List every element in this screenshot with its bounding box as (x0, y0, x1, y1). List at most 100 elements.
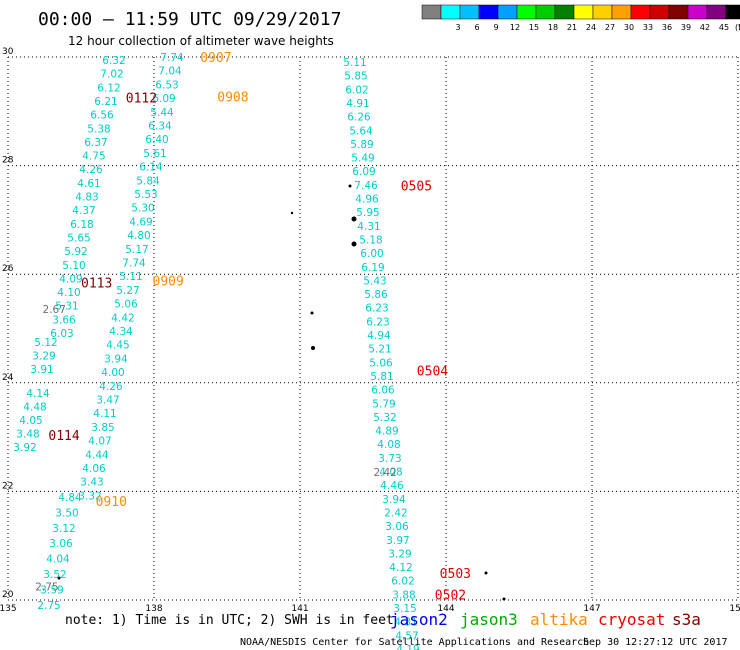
lat-tick-label: 28 (2, 156, 14, 166)
swh-value: 5.38 (87, 123, 110, 135)
colorbar-swatch (478, 4, 499, 20)
swh-value: 5.65 (67, 232, 90, 244)
swh-value: 6.03 (50, 328, 73, 340)
swh-value: 7.74 (160, 52, 184, 64)
pass-label: 0505 (401, 180, 432, 195)
colorbar-swatch (592, 4, 613, 20)
swh-value: 7.74 (122, 258, 146, 270)
colorbar-legend: 36912151821242730333639424570(ft) (421, 4, 740, 32)
axis-tick-labels: 135 138 141 144 147 150 30 28 26 24 22 20 (0, 47, 740, 614)
swh-value: 4.04 (46, 554, 70, 566)
swh-value: 5.43 (363, 275, 386, 287)
colorbar-swatch (554, 4, 575, 20)
swh-value: 4.96 (355, 194, 379, 206)
swh-value: 4.00 (101, 367, 124, 379)
satellite-legend-altika: altika (530, 610, 588, 629)
swh-value: 3.97 (386, 535, 409, 547)
swh-value: 6.23 (365, 303, 388, 315)
swh-value: 5.44 (150, 107, 174, 119)
swh-value: 7.46 (354, 180, 378, 192)
swh-value: 3.47 (96, 395, 119, 407)
swh-value: 6.34 (148, 121, 172, 133)
satellite-legend-s3a: s3a (672, 610, 701, 629)
colorbar-swatch (630, 4, 651, 20)
colorbar-swatch (573, 4, 594, 20)
satellite-legend-jason3: jason3 (460, 610, 518, 629)
figure-title: 00:00 – 11:59 UTC 09/29/2017 (38, 9, 341, 30)
swh-value: 4.37 (72, 205, 95, 217)
footnote: note: 1) Time is in UTC; 2) SWH is in fe… (65, 613, 394, 628)
colorbar-swatch (706, 4, 727, 20)
swh-value: 4.91 (346, 98, 369, 110)
pass-label: 0910 (96, 495, 127, 510)
lat-lon-grid (7, 56, 739, 601)
swh-value: 4.31 (357, 221, 380, 233)
pass-label: 0502 (435, 589, 466, 604)
pass-labels: 0907 0908 0909 0910 0112 0113 0114 0505 0504 0503… (48, 51, 471, 604)
swh-value: 6.21 (94, 96, 117, 108)
swh-value: 4.46 (380, 480, 404, 492)
swh-value: 4.14 (26, 388, 50, 400)
swh-value: 5.30 (131, 203, 154, 215)
swh-value: 3.88 (392, 589, 415, 601)
lon-tick-label: 138 (145, 604, 162, 614)
swh-value: 4.10 (57, 287, 80, 299)
colorbar-label: 70 (738, 23, 740, 32)
swh-value: 4.31 (394, 617, 417, 629)
swh-value: 4.07 (88, 436, 111, 448)
swh-value: 6.18 (70, 219, 93, 231)
swh-value: 3.12 (52, 523, 75, 535)
swh-value: 3.29 (388, 548, 411, 560)
swh-value: 4.80 (127, 230, 150, 242)
colorbar-label: 9 (493, 23, 498, 32)
swh-value: 6.56 (90, 110, 114, 122)
swh-value: 5.81 (370, 371, 393, 383)
swh-value: 4.26 (99, 381, 123, 393)
colorbar-swatch (516, 4, 537, 20)
swh-value: 5.10 (62, 260, 85, 272)
swh-value: 4.94 (367, 330, 391, 342)
swh-value: 7.04 (158, 66, 182, 78)
swh-value: 5.11 (119, 271, 142, 283)
lon-tick-label: 147 (583, 604, 600, 614)
swh-value: 4.06 (82, 463, 106, 475)
swh-value: 6.53 (155, 79, 178, 91)
satellite-legend: jason2 jason3 altika cryosat s3a (390, 610, 701, 629)
swh-value: 5.64 (349, 125, 373, 137)
colorbar-label: 3 (455, 23, 460, 32)
swh-value: 5.21 (368, 344, 391, 356)
colorbar-label: 27 (605, 23, 615, 32)
lat-tick-label: 26 (2, 264, 14, 274)
swh-value: 3.85 (91, 422, 114, 434)
swh-value-gray: 2.75 (35, 581, 58, 593)
swh-value: 6.32 (102, 55, 125, 67)
swh-value: 3.50 (55, 507, 78, 519)
swh-value-gray: 2.67 (43, 304, 66, 316)
swh-value: 3.66 (52, 314, 76, 326)
swh-value: 5.86 (364, 289, 388, 301)
swh-value: 4.83 (75, 192, 98, 204)
island-mark (57, 576, 61, 580)
island-mark (351, 216, 357, 222)
colorbar-label: 24 (586, 23, 596, 32)
colorbar-swatch (497, 4, 518, 20)
pass-label: 0112 (126, 92, 157, 107)
island-mark (351, 241, 357, 247)
swh-value: 4.61 (77, 178, 100, 190)
swh-value: 4.75 (82, 151, 105, 163)
lon-tick-label: 144 (437, 604, 454, 614)
swh-value: 4.12 (389, 562, 412, 574)
swh-value-gray: 2.42 (373, 467, 396, 479)
lon-tick-label: 150 (729, 604, 740, 614)
island-mark (502, 597, 506, 601)
swh-value: 2.75 (37, 600, 60, 612)
swh-value: 3.59 (40, 584, 63, 596)
swh-value: 4.05 (19, 415, 42, 427)
swh-value: 4.89 (375, 426, 398, 438)
swh-value: 4.08 (377, 439, 400, 451)
swh-value: 5.18 (359, 234, 382, 246)
colorbar-swatch (421, 4, 442, 20)
swh-value: 4.09 (59, 273, 82, 285)
colorbar-label: 39 (681, 23, 691, 32)
pass-label: 0504 (417, 364, 448, 379)
